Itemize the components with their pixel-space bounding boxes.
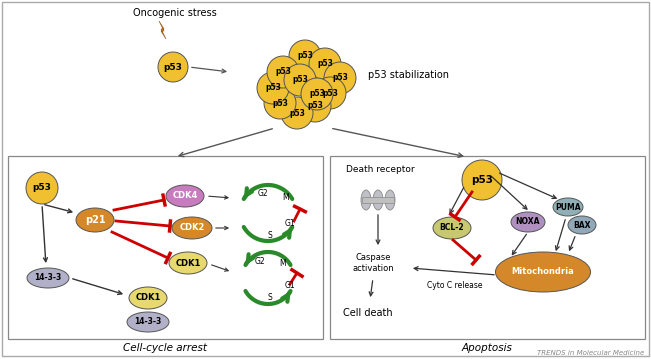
- Text: Oncogenic stress: Oncogenic stress: [133, 8, 217, 18]
- Ellipse shape: [127, 312, 169, 332]
- Ellipse shape: [373, 190, 383, 210]
- Text: PUMA: PUMA: [555, 202, 581, 211]
- Text: M: M: [283, 194, 289, 202]
- Text: p53: p53: [332, 74, 348, 83]
- Text: S: S: [268, 294, 272, 303]
- Text: CDK2: CDK2: [179, 224, 204, 233]
- Text: Caspase
activation: Caspase activation: [352, 253, 394, 273]
- Ellipse shape: [129, 287, 167, 309]
- Text: p21: p21: [85, 215, 105, 225]
- Text: Cell-cycle arrest: Cell-cycle arrest: [123, 343, 207, 353]
- Text: M: M: [280, 260, 286, 269]
- Text: CDK1: CDK1: [175, 258, 201, 267]
- Text: p53: p53: [307, 102, 323, 111]
- Text: p53: p53: [317, 60, 333, 69]
- Text: p53: p53: [289, 108, 305, 117]
- Text: p53: p53: [163, 62, 182, 71]
- Text: Cyto C release: Cyto C release: [427, 280, 483, 289]
- Text: G1: G1: [284, 281, 296, 290]
- Ellipse shape: [511, 212, 545, 232]
- Ellipse shape: [76, 208, 114, 232]
- Circle shape: [289, 40, 321, 72]
- Text: Apoptosis: Apoptosis: [462, 343, 512, 353]
- Circle shape: [309, 48, 341, 80]
- Text: G2: G2: [255, 256, 266, 266]
- Circle shape: [284, 64, 316, 96]
- Text: p53: p53: [471, 175, 493, 185]
- Text: NOXA: NOXA: [516, 218, 540, 227]
- Ellipse shape: [169, 252, 207, 274]
- Circle shape: [264, 87, 296, 119]
- Circle shape: [301, 78, 333, 110]
- Circle shape: [257, 72, 289, 104]
- FancyBboxPatch shape: [330, 156, 645, 339]
- FancyBboxPatch shape: [362, 197, 394, 203]
- Text: G1: G1: [284, 219, 296, 228]
- Ellipse shape: [568, 216, 596, 234]
- Circle shape: [299, 90, 331, 122]
- Text: p53 stabilization: p53 stabilization: [368, 70, 449, 80]
- Ellipse shape: [385, 190, 395, 210]
- Text: BAX: BAX: [574, 220, 590, 229]
- Ellipse shape: [361, 190, 371, 210]
- Text: 14-3-3: 14-3-3: [134, 317, 161, 326]
- Text: Mitochondria: Mitochondria: [512, 267, 574, 276]
- Text: 14-3-3: 14-3-3: [35, 274, 62, 283]
- Polygon shape: [159, 21, 166, 39]
- Ellipse shape: [166, 185, 204, 207]
- Text: G2: G2: [258, 188, 268, 197]
- Circle shape: [314, 77, 346, 109]
- Text: p53: p53: [309, 89, 325, 98]
- Text: p53: p53: [275, 67, 291, 76]
- Circle shape: [267, 56, 299, 88]
- Text: Cell death: Cell death: [343, 308, 393, 318]
- Circle shape: [324, 62, 356, 94]
- Ellipse shape: [553, 198, 583, 216]
- Text: p53: p53: [292, 75, 308, 84]
- Ellipse shape: [27, 268, 69, 288]
- FancyBboxPatch shape: [8, 156, 323, 339]
- Circle shape: [462, 160, 502, 200]
- Text: p53: p53: [297, 51, 313, 61]
- Text: Death receptor: Death receptor: [346, 165, 414, 174]
- Text: BCL-2: BCL-2: [439, 224, 464, 233]
- Text: CDK4: CDK4: [173, 191, 198, 200]
- Text: p53: p53: [272, 98, 288, 107]
- Text: S: S: [268, 230, 272, 239]
- Ellipse shape: [172, 217, 212, 239]
- Circle shape: [281, 97, 313, 129]
- Text: CDK1: CDK1: [135, 294, 161, 303]
- Circle shape: [158, 52, 188, 82]
- Ellipse shape: [433, 217, 471, 239]
- Text: p53: p53: [33, 183, 51, 192]
- Text: p53: p53: [265, 84, 281, 93]
- Text: p53: p53: [322, 89, 338, 98]
- Circle shape: [26, 172, 58, 204]
- Ellipse shape: [495, 252, 590, 292]
- Text: TRENDS in Molecular Medicine: TRENDS in Molecular Medicine: [537, 350, 644, 356]
